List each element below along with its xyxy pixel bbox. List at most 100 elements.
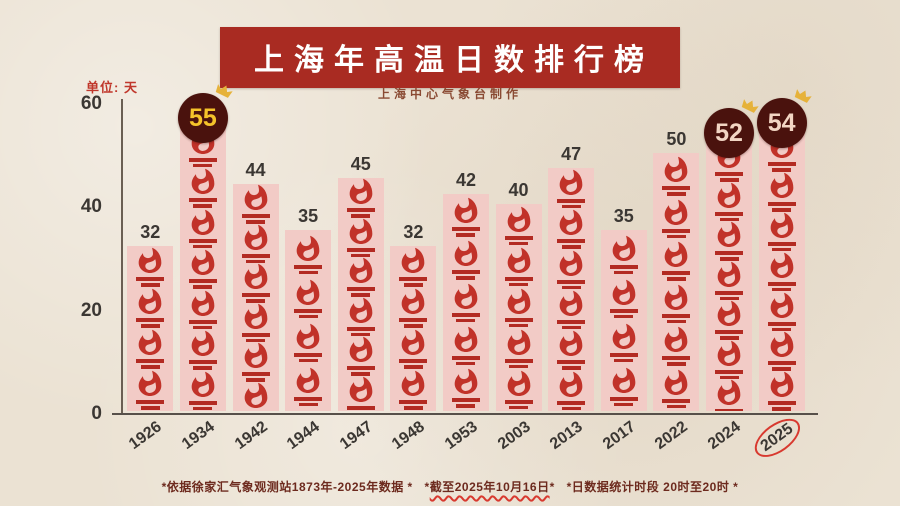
flame-icon — [296, 323, 320, 349]
flame-unit — [292, 323, 324, 363]
flame-unit — [713, 182, 745, 221]
flame-unit — [503, 370, 535, 410]
flame-unit — [397, 247, 429, 287]
flame-icon — [296, 235, 320, 261]
flame-icon — [138, 248, 162, 274]
flame-icon — [244, 303, 267, 329]
footer-note-2-open: * — [424, 480, 430, 494]
flame-base-line — [451, 312, 480, 317]
flame-icon — [244, 224, 267, 250]
flame-unit — [345, 218, 377, 257]
flame-base-line — [557, 239, 586, 244]
flame-base-line — [767, 281, 796, 286]
bar-slot: 35 2017 — [597, 206, 650, 453]
flame-base-line — [241, 253, 270, 258]
flame-icon — [454, 240, 478, 266]
flame-base-line — [241, 293, 270, 297]
flame-unit — [292, 279, 324, 319]
flame-icon — [402, 329, 425, 356]
flame-base-line — [715, 251, 743, 255]
flame-unit — [345, 297, 377, 336]
flame-base-line — [772, 208, 792, 212]
flame-base-line — [715, 369, 743, 374]
flame-unit — [608, 279, 640, 319]
flame-base-line — [241, 214, 270, 218]
flame-base-line — [609, 308, 638, 313]
bar — [653, 153, 700, 411]
flame-base-line — [346, 366, 375, 370]
value-label: 47 — [561, 144, 582, 164]
flame-base-line — [346, 405, 375, 410]
rank-badge: 52 — [704, 99, 759, 158]
flame-base-line — [557, 279, 586, 284]
flame-unit — [555, 169, 587, 209]
flame-base-line — [188, 360, 217, 365]
flame-icon — [612, 367, 636, 393]
flame-base-line — [719, 336, 739, 340]
flame-unit — [292, 367, 324, 407]
flame-base-line — [140, 406, 160, 410]
flame-unit — [766, 371, 798, 411]
flame-base-line — [298, 314, 318, 319]
flame-unit — [766, 252, 798, 292]
bar — [706, 142, 752, 411]
flame-base-line — [294, 264, 323, 269]
flame-base-line — [561, 325, 581, 330]
flame-base-line — [188, 238, 217, 243]
flame-icon — [191, 250, 215, 276]
year-label: 1934 — [178, 418, 218, 453]
crown-icon — [792, 86, 814, 106]
flame-base-line — [136, 400, 165, 405]
flame-base-line — [614, 314, 634, 319]
bar — [337, 178, 384, 411]
flame-unit — [187, 290, 219, 330]
flame-base-line — [188, 319, 217, 324]
title-banner: 上海年高温日数排行榜 — [220, 27, 680, 88]
flame-base-line — [403, 406, 423, 410]
rank-badge: 54 — [756, 89, 812, 148]
flame-base-line — [298, 270, 318, 275]
flame-unit — [503, 288, 535, 328]
flame-base-line — [246, 259, 266, 263]
flame-icon — [612, 279, 636, 305]
flame-base-line — [140, 283, 160, 287]
flame-icon — [402, 370, 425, 397]
flame-base-line — [294, 352, 323, 357]
value-label: 42 — [455, 170, 476, 190]
flame-unit — [240, 382, 272, 412]
flame-icon — [559, 290, 583, 316]
flame-base-line — [662, 356, 691, 360]
flame-icon — [138, 370, 162, 397]
value-label: 44 — [245, 160, 266, 180]
flame-base-line — [294, 396, 323, 401]
flame-base-line — [136, 318, 165, 323]
flame-base-line — [509, 241, 529, 246]
flame-base-line — [662, 228, 691, 233]
flame-icon — [454, 326, 478, 352]
flame-base-line — [561, 366, 581, 370]
flame-unit — [713, 261, 745, 300]
bar-slot: 45 1947 — [334, 154, 387, 453]
flame-base-line — [715, 290, 743, 295]
flame-icon — [244, 184, 267, 210]
flame-base-line — [609, 396, 638, 401]
flame-base-line — [346, 326, 375, 331]
flame-base-line — [662, 186, 691, 190]
flame-icon — [717, 300, 741, 326]
flame-icon — [402, 248, 425, 274]
flame-base-line — [399, 318, 428, 323]
flame-unit — [555, 290, 587, 330]
flame-base-line — [614, 402, 634, 407]
value-label: 32 — [140, 222, 161, 242]
flame-icon — [770, 252, 793, 278]
flame-icon — [665, 369, 688, 395]
flame-unit — [608, 235, 640, 275]
flame-unit — [240, 263, 272, 303]
flame-icon — [665, 284, 688, 310]
flame-base-line — [351, 214, 371, 218]
year-label: 2025 — [747, 411, 806, 465]
flame-base-line — [719, 257, 739, 261]
flame-base-line — [666, 277, 686, 281]
flame-unit — [345, 257, 377, 297]
flame-base-line — [403, 324, 423, 328]
